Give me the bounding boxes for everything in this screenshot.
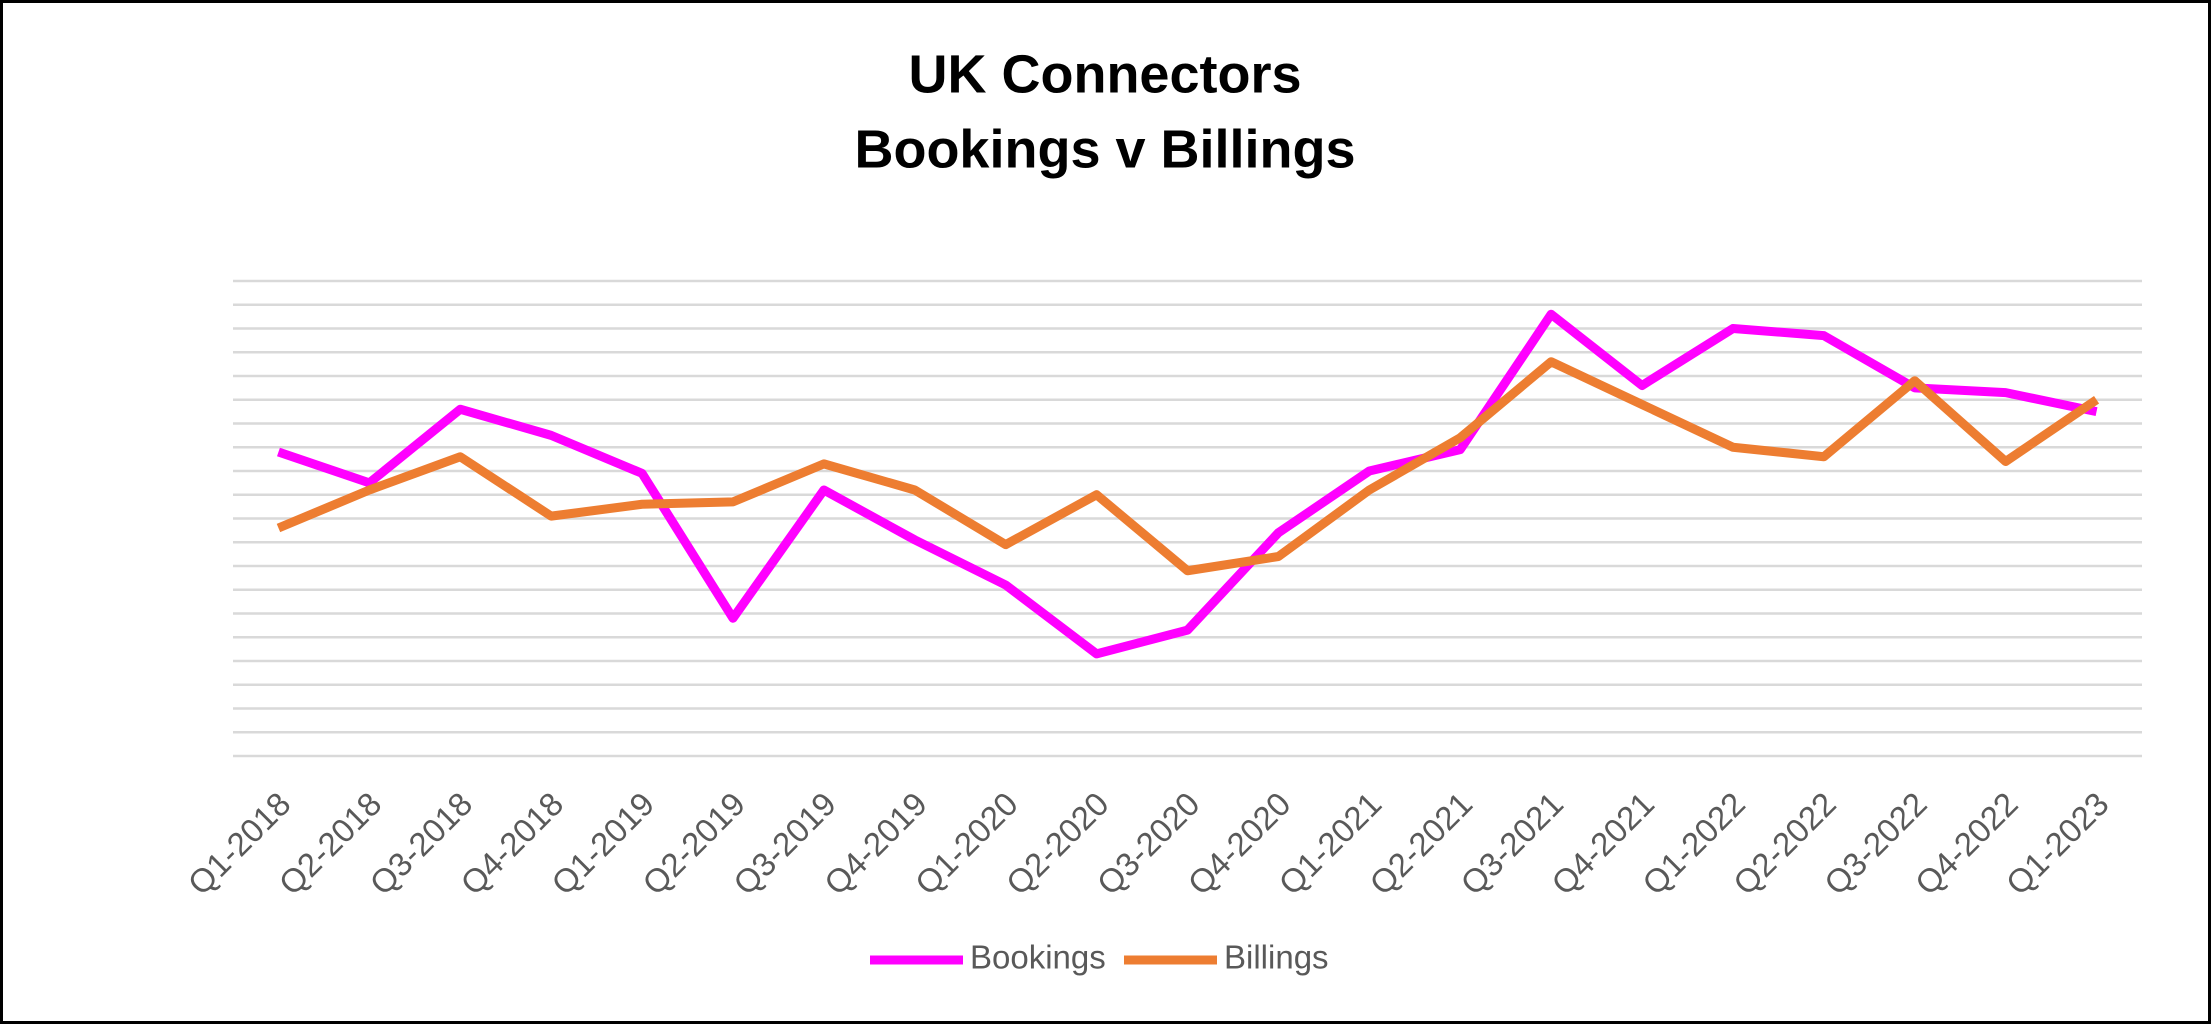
- legend-label: Billings: [1224, 939, 1329, 976]
- legend-label: Bookings: [970, 939, 1106, 976]
- data-line: [276, 357, 2100, 576]
- chart-title: UK Connectors: [908, 44, 1301, 104]
- chart-title: Bookings v Billings: [854, 119, 1355, 179]
- data-line: [277, 309, 2098, 659]
